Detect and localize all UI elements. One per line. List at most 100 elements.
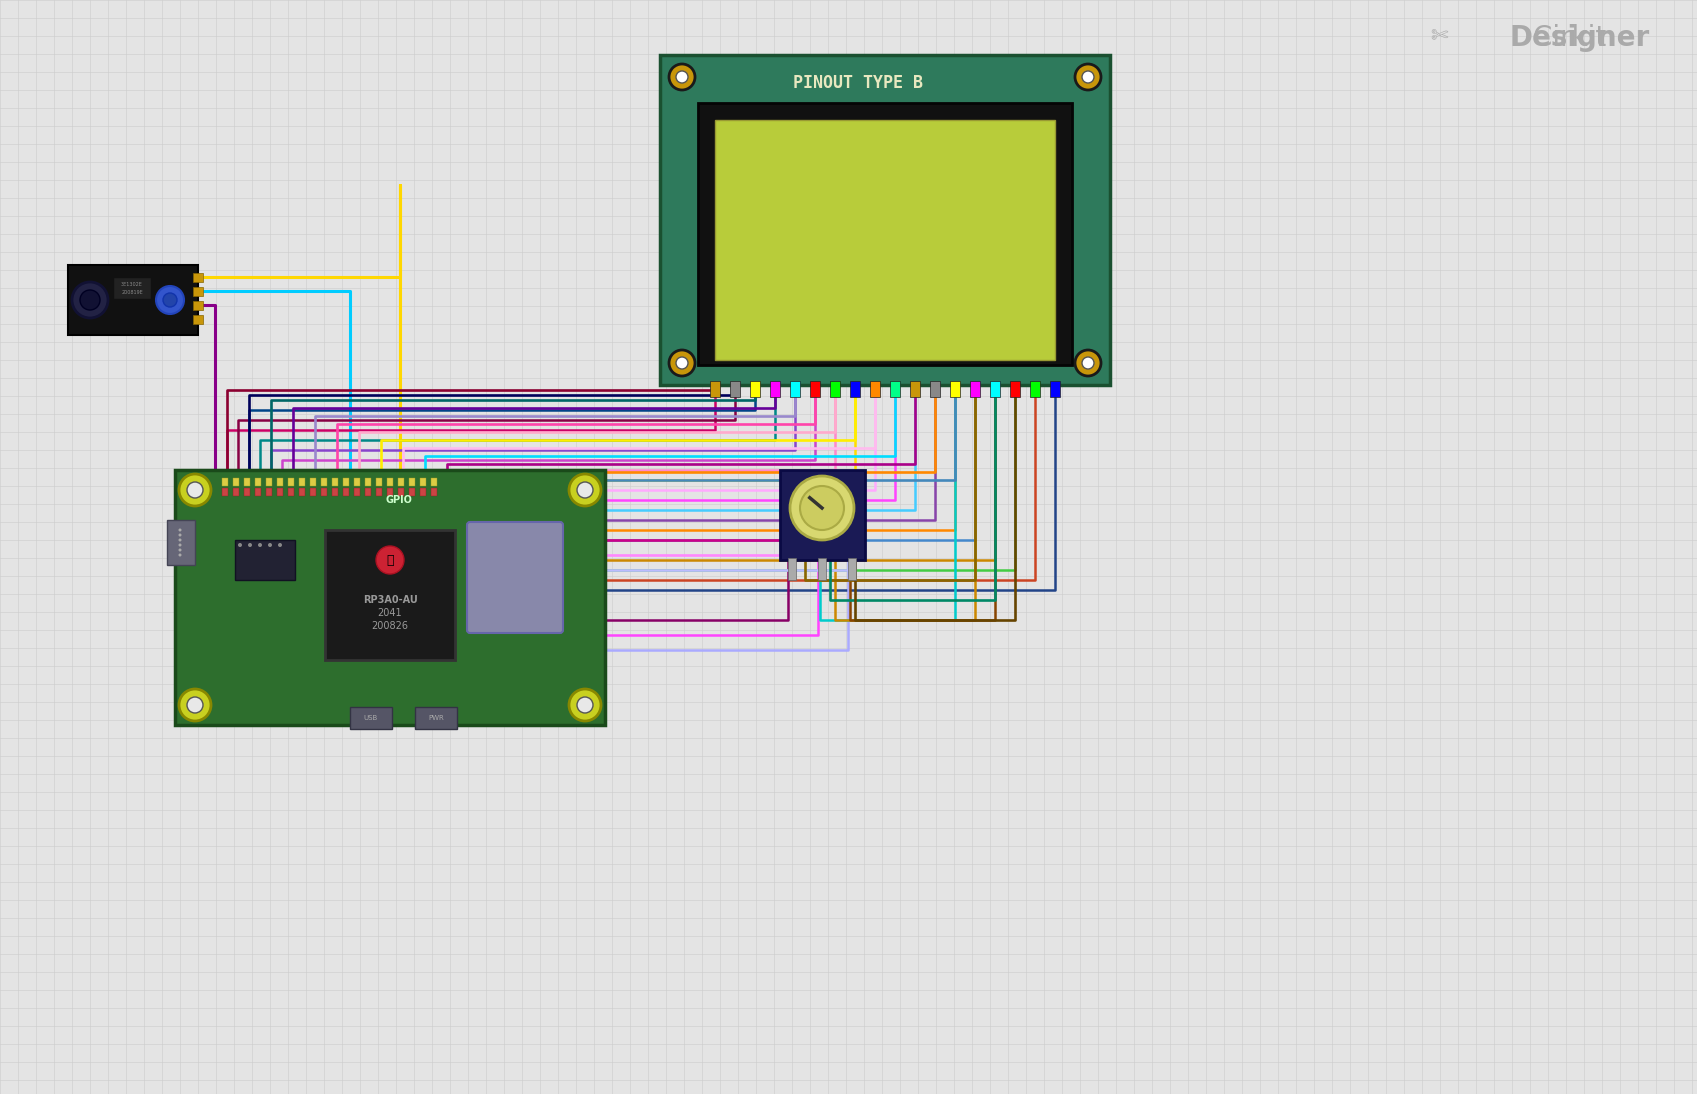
Circle shape bbox=[577, 482, 592, 498]
Circle shape bbox=[178, 534, 182, 536]
Bar bbox=[750, 381, 760, 397]
Bar bbox=[431, 488, 438, 496]
Circle shape bbox=[178, 689, 210, 721]
Bar bbox=[343, 478, 350, 486]
Bar bbox=[889, 381, 899, 397]
Bar bbox=[399, 488, 404, 496]
Text: Cirkit: Cirkit bbox=[1532, 24, 1616, 53]
Bar bbox=[871, 381, 881, 397]
Bar bbox=[971, 381, 979, 397]
Bar bbox=[222, 488, 227, 496]
Bar bbox=[232, 488, 239, 496]
Bar bbox=[365, 488, 372, 496]
Circle shape bbox=[178, 548, 182, 551]
Bar bbox=[409, 478, 416, 486]
Circle shape bbox=[178, 544, 182, 547]
Bar bbox=[809, 381, 820, 397]
Bar bbox=[222, 478, 227, 486]
Bar bbox=[244, 488, 249, 496]
Bar bbox=[277, 478, 283, 486]
Bar bbox=[730, 381, 740, 397]
Circle shape bbox=[80, 290, 100, 310]
Bar bbox=[234, 540, 295, 580]
Bar bbox=[68, 265, 199, 335]
Bar bbox=[193, 301, 204, 310]
Circle shape bbox=[791, 476, 854, 540]
Bar bbox=[387, 488, 394, 496]
Text: 200826: 200826 bbox=[372, 621, 409, 631]
Bar bbox=[989, 381, 1000, 397]
Bar bbox=[355, 478, 360, 486]
Circle shape bbox=[1074, 350, 1101, 376]
Bar bbox=[350, 707, 392, 729]
Bar bbox=[193, 274, 204, 282]
Circle shape bbox=[1083, 71, 1095, 83]
Bar bbox=[277, 488, 283, 496]
Circle shape bbox=[163, 293, 176, 307]
Text: USB: USB bbox=[363, 715, 378, 721]
Bar bbox=[266, 488, 272, 496]
Bar bbox=[714, 120, 1056, 360]
Bar bbox=[166, 520, 195, 565]
Bar bbox=[377, 488, 382, 496]
Circle shape bbox=[187, 697, 204, 713]
Circle shape bbox=[178, 538, 182, 542]
Circle shape bbox=[178, 474, 210, 507]
Bar bbox=[232, 478, 239, 486]
Circle shape bbox=[1074, 65, 1101, 90]
Text: 🍓: 🍓 bbox=[387, 554, 394, 567]
Bar bbox=[930, 381, 940, 397]
Circle shape bbox=[258, 543, 261, 547]
Bar bbox=[910, 381, 920, 397]
Bar bbox=[321, 488, 328, 496]
Bar bbox=[193, 315, 204, 324]
Bar bbox=[409, 488, 416, 496]
Bar bbox=[387, 478, 394, 486]
Bar bbox=[377, 478, 382, 486]
Circle shape bbox=[238, 543, 243, 547]
Bar bbox=[343, 488, 350, 496]
Circle shape bbox=[568, 474, 601, 507]
Circle shape bbox=[178, 554, 182, 557]
Bar bbox=[299, 478, 305, 486]
Circle shape bbox=[187, 482, 204, 498]
Circle shape bbox=[669, 65, 696, 90]
Bar bbox=[818, 558, 826, 580]
Bar bbox=[288, 478, 294, 486]
Bar bbox=[399, 478, 404, 486]
Bar bbox=[326, 529, 455, 660]
Bar bbox=[697, 103, 1073, 365]
Bar bbox=[848, 558, 855, 580]
Bar bbox=[255, 488, 261, 496]
Bar bbox=[660, 55, 1110, 385]
Circle shape bbox=[1083, 357, 1095, 369]
Bar bbox=[419, 478, 426, 486]
Bar bbox=[770, 381, 781, 397]
Bar bbox=[193, 287, 204, 296]
Text: GPIO: GPIO bbox=[385, 494, 412, 505]
Circle shape bbox=[799, 486, 843, 529]
Text: Designer: Designer bbox=[1510, 24, 1649, 53]
Bar bbox=[311, 478, 316, 486]
Text: 3E1302E: 3E1302E bbox=[120, 281, 143, 287]
Bar bbox=[311, 488, 316, 496]
Bar bbox=[787, 558, 796, 580]
Bar bbox=[244, 478, 249, 486]
Bar bbox=[321, 478, 328, 486]
Bar bbox=[1050, 381, 1061, 397]
Text: 2041: 2041 bbox=[378, 608, 402, 618]
Circle shape bbox=[577, 697, 592, 713]
Bar bbox=[709, 381, 720, 397]
FancyBboxPatch shape bbox=[467, 522, 563, 633]
Bar bbox=[114, 277, 151, 299]
Circle shape bbox=[377, 546, 404, 574]
Bar bbox=[266, 478, 272, 486]
Circle shape bbox=[669, 350, 696, 376]
Circle shape bbox=[675, 71, 687, 83]
Text: RP3A0-AU: RP3A0-AU bbox=[363, 595, 417, 605]
Bar bbox=[288, 488, 294, 496]
Bar bbox=[355, 488, 360, 496]
Circle shape bbox=[568, 689, 601, 721]
Bar bbox=[850, 381, 860, 397]
Bar bbox=[1030, 381, 1040, 397]
